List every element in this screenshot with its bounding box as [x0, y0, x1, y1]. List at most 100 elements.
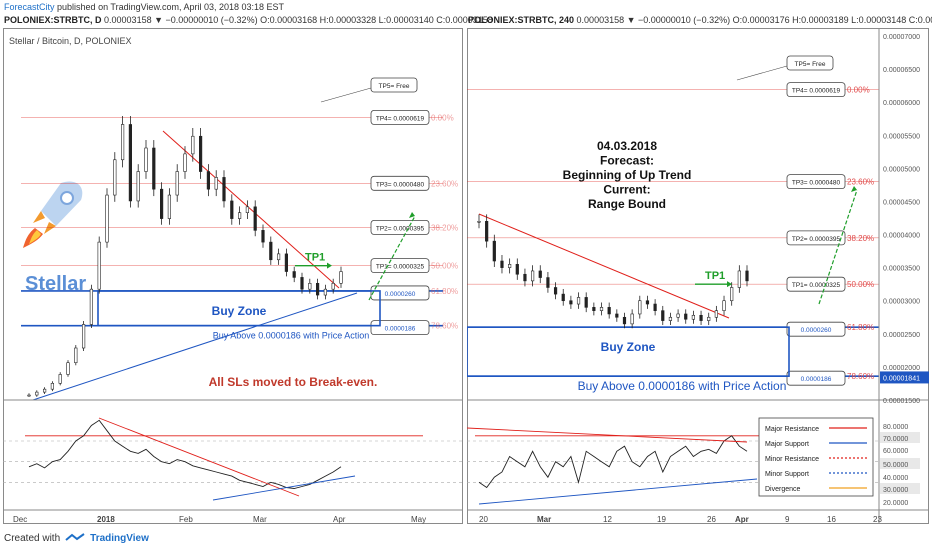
level-label: TP3= 0.0000480	[792, 180, 841, 187]
price-candle	[599, 307, 604, 311]
price-candle	[553, 287, 558, 295]
fib-label: 50.00%	[431, 262, 458, 271]
level-label: TP4= 0.0000619	[376, 115, 425, 122]
rsi-tick-label: 20.0000	[883, 500, 908, 507]
right-symbol: POLONIEX:STRBTC, 240	[468, 15, 575, 25]
price-candle	[183, 153, 187, 172]
price-candle	[113, 159, 117, 196]
price-candle	[653, 303, 657, 311]
price-candle	[167, 194, 172, 219]
price-candle	[676, 313, 680, 318]
legend-box	[758, 417, 874, 497]
level-label: TP3= 0.0000480	[376, 181, 425, 188]
stellar-rocket-icon	[23, 181, 83, 248]
price-candle	[261, 230, 265, 243]
stellar-logo-text: Stellar	[25, 273, 86, 295]
price-candle	[27, 394, 31, 397]
tradingview-brand[interactable]: TradingView	[90, 532, 149, 544]
y-tick-label: 0.00004500	[883, 199, 920, 206]
left-quote-line: POLONIEX:STRBTC, D 0.00003158 ▼ −0.00000…	[4, 15, 493, 25]
fib-label: 78.60%	[847, 372, 874, 381]
price-candle	[607, 307, 611, 315]
buy-zone-label: Buy Zone	[212, 304, 267, 318]
y-tick-label: 0.00002000	[883, 365, 920, 372]
y-tick-label: 0.00004000	[883, 233, 920, 240]
price-candle	[175, 171, 179, 196]
price-candle	[276, 253, 281, 261]
x-tick-label: 23	[873, 515, 882, 524]
level-label: TP2= 0.0000395	[792, 236, 841, 243]
price-candle	[74, 347, 78, 364]
level-label: 0.0000260	[385, 291, 416, 298]
tradingview-logo-icon	[65, 533, 85, 541]
price-candle	[89, 288, 93, 325]
rsi-tick-label: 60.0000	[883, 448, 908, 455]
rsi-tick-badge	[880, 483, 920, 494]
tp1-arrowhead	[327, 262, 332, 269]
forecast-arrowhead	[851, 186, 857, 192]
fib-label: 0.00%	[431, 113, 454, 122]
price-candle	[160, 188, 164, 219]
x-tick-label: Dec	[13, 515, 27, 524]
downtrend-line	[478, 213, 730, 319]
level-label: TP4= 0.0000619	[792, 88, 841, 95]
fib-label: 38.20%	[847, 234, 874, 243]
price-candle	[630, 313, 634, 325]
y-tick-label: 0.00007000	[883, 34, 920, 41]
rsi-tick-label: 70.0000	[883, 436, 908, 443]
price-candle	[82, 324, 86, 349]
price-candle	[645, 300, 650, 305]
sl-note: All SLs moved to Break-even.	[209, 375, 378, 389]
price-candle	[615, 313, 619, 318]
rsi-tick-label: 40.0000	[883, 475, 908, 482]
level-label: TP2= 0.0000395	[376, 225, 425, 232]
h4-chart[interactable]: TP4= 0.0000619 0.00% TP3= 0.0000480 23.60% T…	[467, 28, 929, 524]
footer: Created with TradingView	[4, 532, 149, 544]
price-candle	[292, 271, 296, 278]
daily-chart[interactable]: Stellar / Bitcoin, D, POLONIEX Stellar T…	[3, 28, 463, 524]
tp5-pointer	[320, 87, 372, 103]
level-label: TP1= 0.0000325	[792, 282, 841, 289]
price-candle	[477, 221, 481, 223]
price-candle	[546, 277, 550, 288]
rsi-line	[478, 435, 748, 489]
price-candle	[538, 270, 542, 278]
price-candle	[323, 288, 328, 296]
x-tick-label: 12	[603, 515, 612, 524]
rsi-tick-badge	[880, 458, 920, 469]
x-tick-label: 26	[707, 515, 716, 524]
price-candle	[315, 282, 320, 296]
price-candle	[58, 374, 62, 384]
price-candle	[35, 391, 39, 396]
downtrend-line	[162, 130, 340, 289]
buy-zone-box	[467, 326, 790, 377]
level-label-box	[370, 258, 430, 274]
rsi-tick-label: 50.0000	[883, 462, 908, 469]
level-label-box	[370, 320, 430, 336]
level-label-box	[786, 370, 846, 386]
tp5-label: TP5= Free	[795, 61, 826, 68]
x-tick-label: Mar	[253, 515, 267, 524]
y-tick-label: 0.00006500	[883, 67, 920, 74]
price-candle	[569, 300, 573, 305]
tp1-label: TP1	[705, 270, 725, 282]
y-tick-label: 0.00005500	[883, 133, 920, 140]
price-candle	[269, 241, 273, 261]
fib-label: 50.00%	[847, 280, 874, 289]
y-tick-label: 0.00002500	[883, 332, 920, 339]
price-candle	[42, 388, 47, 393]
price-candle	[308, 282, 312, 290]
tp1-label: TP1	[305, 252, 325, 264]
buy-above-label: Buy Above 0.0000186 with Price Action	[578, 379, 787, 393]
author-link[interactable]: ForecastCity	[4, 2, 55, 12]
price-candle	[230, 200, 234, 219]
rsi-tick-label: 80.0000	[883, 424, 908, 431]
forecast-arrow	[368, 215, 416, 301]
price-candle	[508, 264, 512, 268]
forecast-line: 04.03.2018	[597, 139, 657, 153]
legend-label: Minor Resistance	[765, 456, 819, 463]
x-tick-label: 9	[785, 515, 790, 524]
price-candle	[722, 300, 726, 311]
price-candle	[339, 271, 343, 284]
